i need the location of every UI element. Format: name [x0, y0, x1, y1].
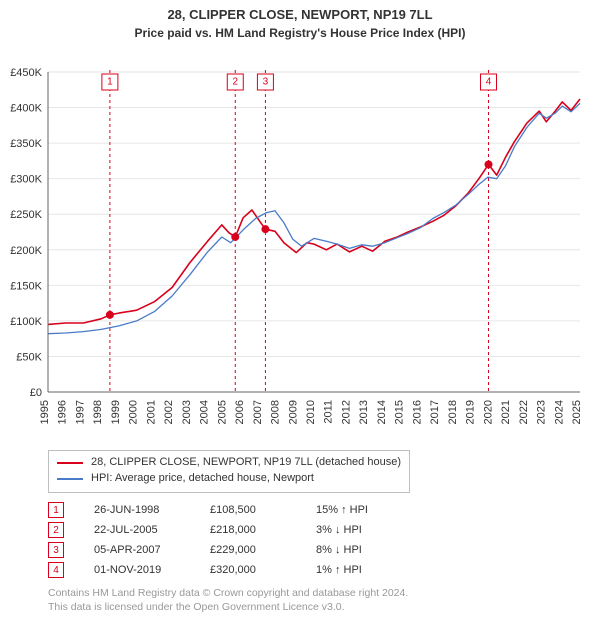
svg-text:2003: 2003: [181, 400, 193, 424]
svg-text:£150K: £150K: [10, 280, 42, 292]
svg-text:1: 1: [107, 77, 113, 88]
svg-text:2025: 2025: [571, 400, 583, 424]
footnote-line: Contains HM Land Registry data © Crown c…: [48, 586, 408, 600]
svg-text:2017: 2017: [429, 400, 441, 424]
svg-text:2012: 2012: [340, 400, 352, 424]
svg-text:2024: 2024: [553, 400, 565, 424]
sales-table: 1 26-JUN-1998£108,50015% ↑ HPI 2 22-JUL-200…: [48, 500, 436, 580]
svg-text:3: 3: [263, 77, 269, 88]
svg-text:2: 2: [232, 77, 238, 88]
svg-text:2013: 2013: [358, 400, 370, 424]
footnote: Contains HM Land Registry data © Crown c…: [48, 586, 408, 614]
sale-price: £108,500: [210, 504, 316, 516]
page-title: 28, CLIPPER CLOSE, NEWPORT, NP19 7LL: [0, 0, 600, 24]
svg-text:2009: 2009: [287, 400, 299, 424]
svg-text:2023: 2023: [536, 400, 548, 424]
svg-text:1997: 1997: [74, 400, 86, 424]
svg-text:4: 4: [486, 77, 492, 88]
svg-text:2015: 2015: [394, 400, 406, 424]
svg-text:£0: £0: [30, 387, 42, 399]
legend-swatch: [57, 478, 83, 480]
svg-text:2007: 2007: [252, 400, 264, 424]
svg-text:2020: 2020: [482, 400, 494, 424]
sale-marker-icon: 3: [48, 542, 64, 558]
sales-row: 1 26-JUN-1998£108,50015% ↑ HPI: [48, 500, 436, 520]
legend: 28, CLIPPER CLOSE, NEWPORT, NP19 7LL (de…: [48, 450, 410, 493]
sales-row: 4 01-NOV-2019£320,0001% ↑ HPI: [48, 560, 436, 580]
chart-svg: £0 £50K £100K £150K £200K £250K £300K £350K £400…: [0, 44, 600, 444]
legend-swatch: [57, 462, 83, 464]
sale-date: 22-JUL-2005: [94, 524, 210, 536]
svg-text:£400K: £400K: [10, 103, 42, 115]
svg-text:2004: 2004: [199, 400, 211, 424]
svg-text:2002: 2002: [163, 400, 175, 424]
svg-text:2019: 2019: [465, 400, 477, 424]
footnote-line: This data is licensed under the Open Gov…: [48, 600, 408, 614]
sale-marker-icon: 1: [48, 502, 64, 518]
sale-price: £320,000: [210, 564, 316, 576]
svg-text:£300K: £300K: [10, 174, 42, 186]
svg-text:2005: 2005: [216, 400, 228, 424]
sale-date: 26-JUN-1998: [94, 504, 210, 516]
sales-row: 3 05-APR-2007£229,0008% ↓ HPI: [48, 540, 436, 560]
svg-text:2014: 2014: [376, 400, 388, 424]
svg-text:£50K: £50K: [16, 351, 42, 363]
sale-delta: 8% ↓ HPI: [316, 544, 436, 556]
legend-label: HPI: Average price, detached house, Newp…: [91, 471, 314, 487]
svg-text:£250K: £250K: [10, 209, 42, 221]
svg-text:2010: 2010: [305, 400, 317, 424]
sale-price: £229,000: [210, 544, 316, 556]
svg-text:2021: 2021: [500, 400, 512, 424]
svg-text:1998: 1998: [92, 400, 104, 424]
svg-text:£100K: £100K: [10, 316, 42, 328]
sales-row: 2 22-JUL-2005£218,0003% ↓ HPI: [48, 520, 436, 540]
svg-text:1995: 1995: [39, 400, 51, 424]
legend-label: 28, CLIPPER CLOSE, NEWPORT, NP19 7LL (de…: [91, 455, 401, 471]
sale-delta: 3% ↓ HPI: [316, 524, 436, 536]
sale-date: 05-APR-2007: [94, 544, 210, 556]
svg-text:£200K: £200K: [10, 245, 42, 257]
sale-price: £218,000: [210, 524, 316, 536]
svg-text:2018: 2018: [447, 400, 459, 424]
svg-text:1996: 1996: [57, 400, 69, 424]
sale-date: 01-NOV-2019: [94, 564, 210, 576]
sale-delta: 1% ↑ HPI: [316, 564, 436, 576]
svg-text:2001: 2001: [145, 400, 157, 424]
svg-text:£350K: £350K: [10, 138, 42, 150]
svg-text:2006: 2006: [234, 400, 246, 424]
svg-text:2016: 2016: [411, 400, 423, 424]
svg-text:2022: 2022: [518, 400, 530, 424]
sale-marker-icon: 4: [48, 562, 64, 578]
legend-item-price-paid: 28, CLIPPER CLOSE, NEWPORT, NP19 7LL (de…: [57, 455, 401, 471]
svg-text:2000: 2000: [128, 400, 140, 424]
sale-delta: 15% ↑ HPI: [316, 504, 436, 516]
chart-area: £0 £50K £100K £150K £200K £250K £300K £350K £400…: [0, 44, 600, 444]
svg-text:2011: 2011: [323, 400, 335, 424]
sale-marker-icon: 2: [48, 522, 64, 538]
svg-text:1999: 1999: [110, 400, 122, 424]
svg-text:£450K: £450K: [10, 67, 42, 79]
page-subtitle: Price paid vs. HM Land Registry's House …: [0, 24, 600, 40]
svg-text:2008: 2008: [270, 400, 282, 424]
legend-item-hpi: HPI: Average price, detached house, Newp…: [57, 471, 401, 487]
